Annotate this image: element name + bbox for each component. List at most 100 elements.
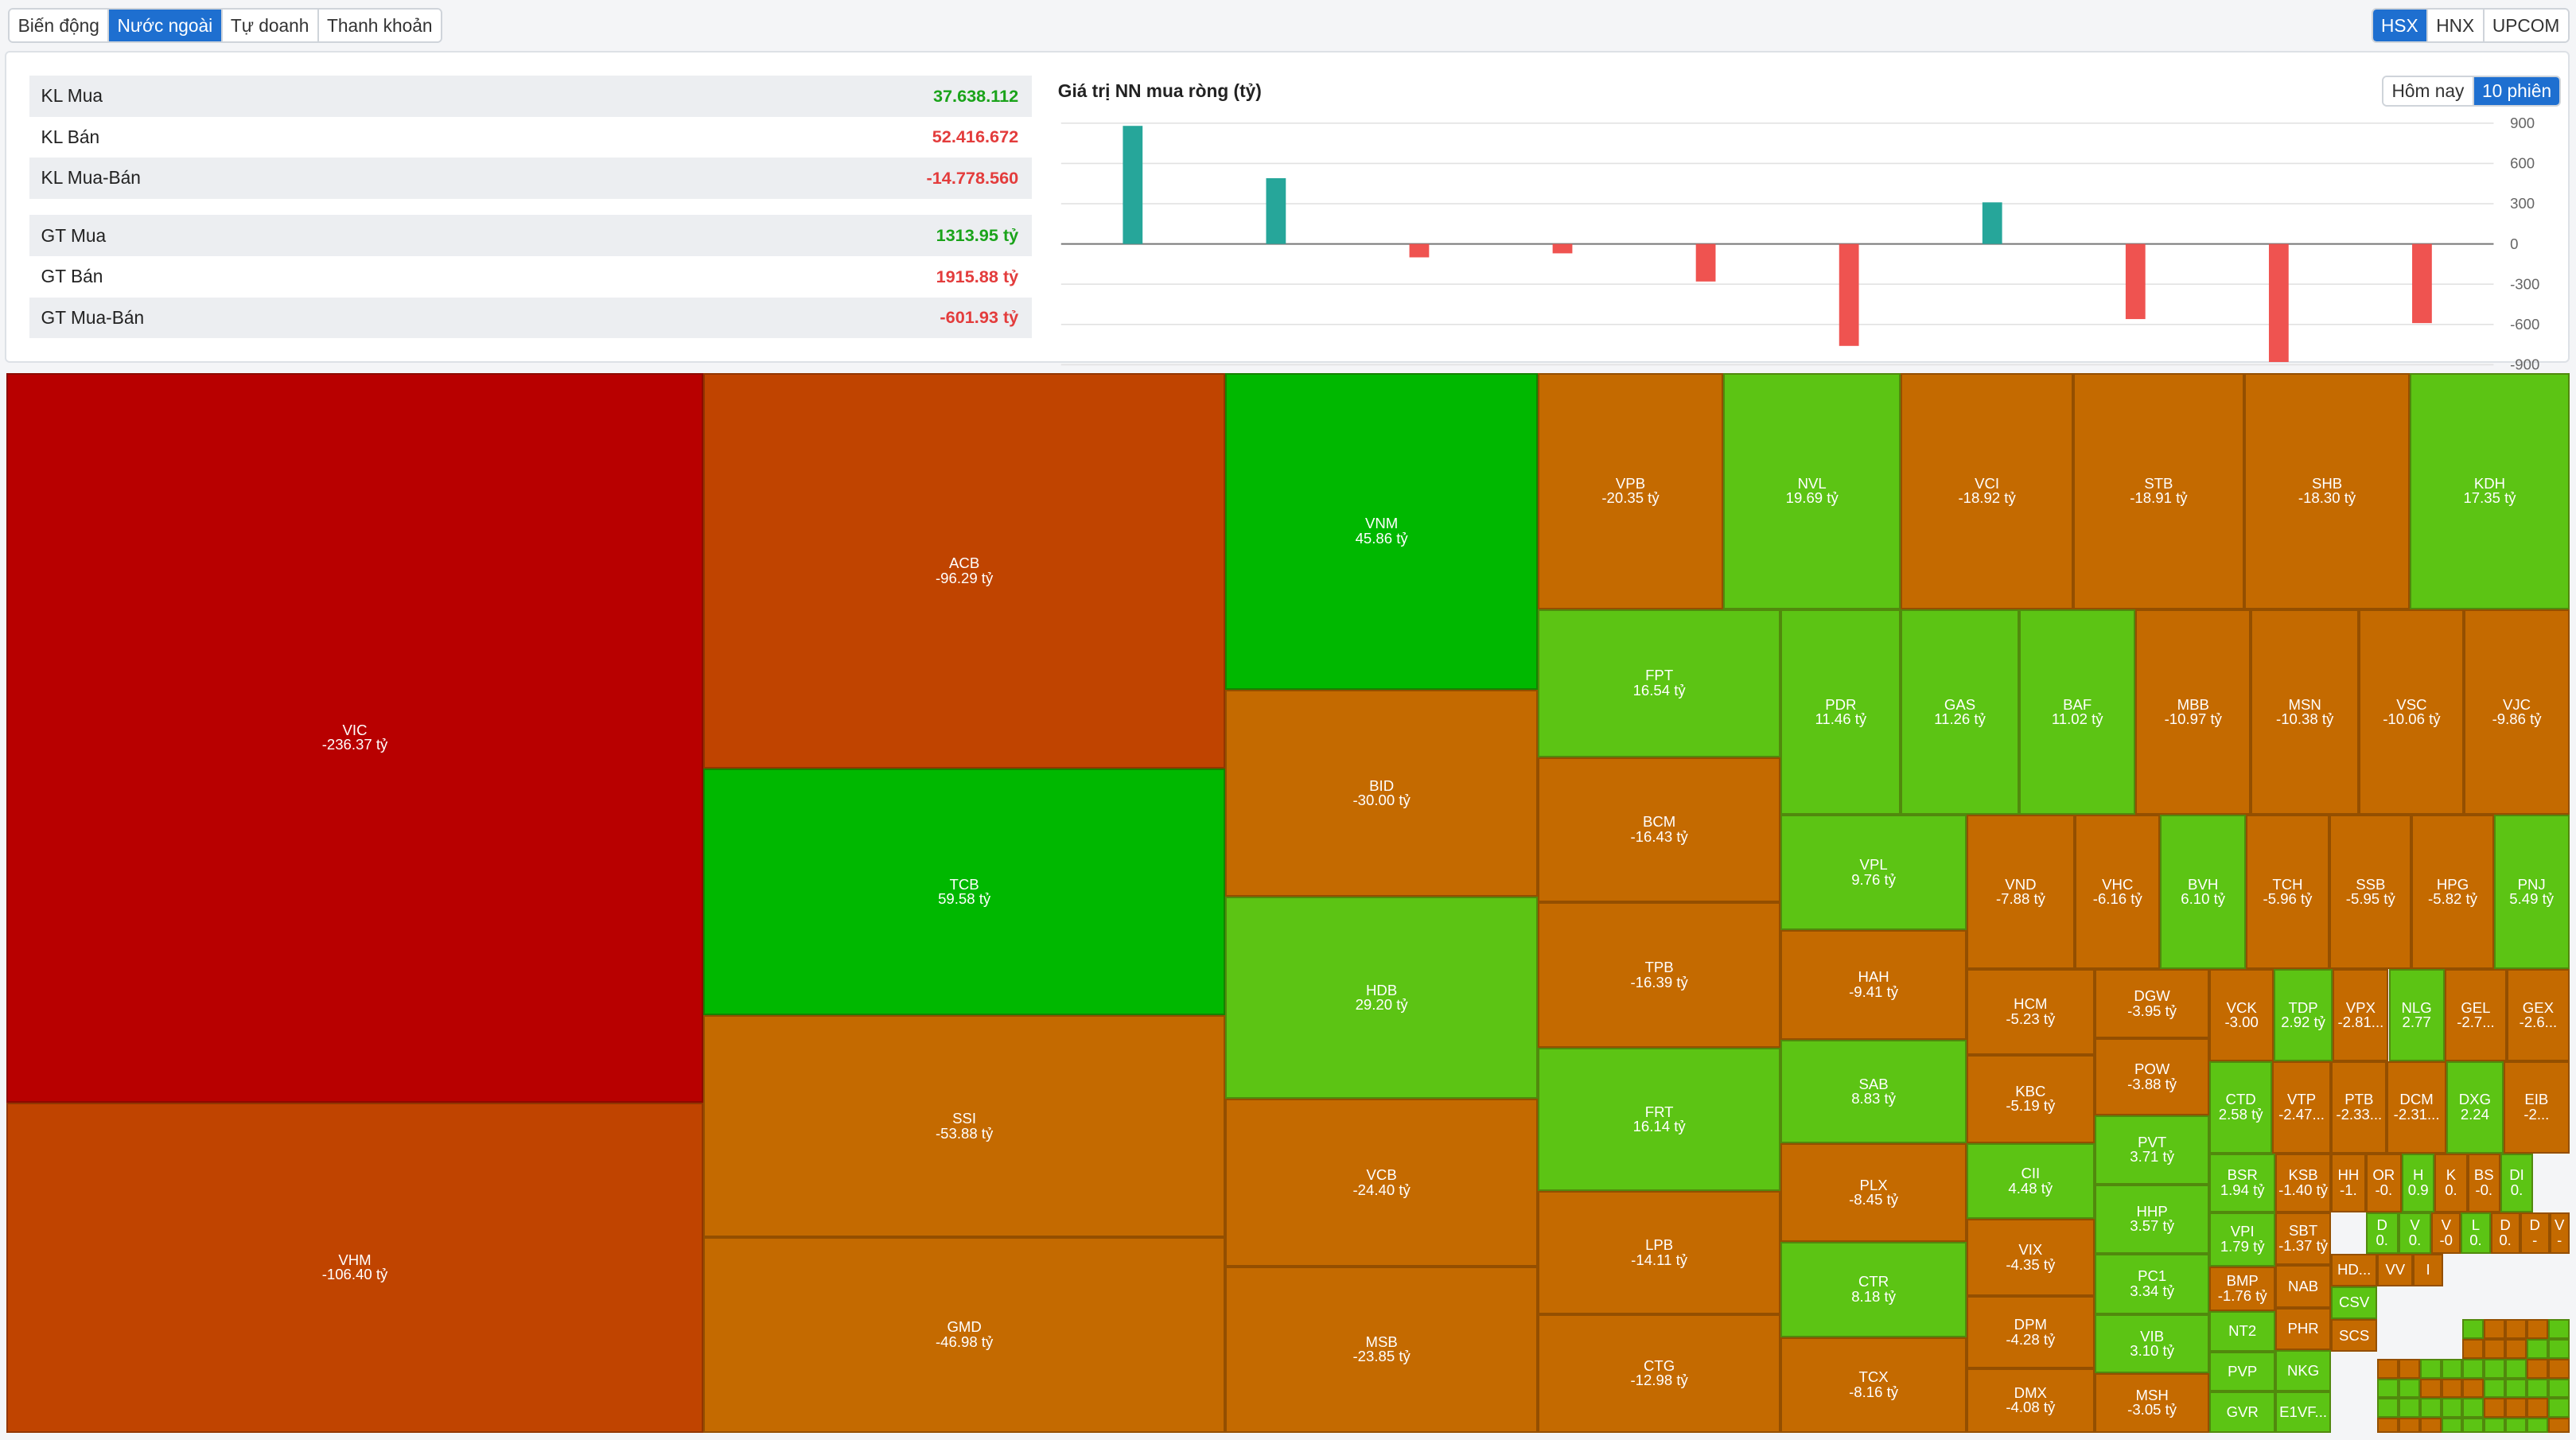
treemap-cell[interactable]: PC1 3.34 tỷ xyxy=(2094,1253,2210,1314)
treemap-cell[interactable]: SSB -5.95 tỷ xyxy=(2329,815,2412,970)
treemap-cell[interactable]: ACB -96.29 tỷ xyxy=(702,372,1226,769)
treemap-cell[interactable]: VPB -20.35 tỷ xyxy=(1537,372,1724,610)
treemap-cell[interactable]: VTP -2.47... xyxy=(2271,1061,2332,1154)
treemap-cell[interactable]: K 0. xyxy=(2434,1153,2468,1212)
treemap-cell[interactable]: VIX -4.35 tỷ xyxy=(1966,1219,2095,1297)
treemap-cell[interactable]: PVP xyxy=(2209,1352,2275,1392)
treemap-cell-small[interactable] xyxy=(2484,1398,2506,1419)
treemap-cell[interactable]: NAB xyxy=(2275,1265,2332,1308)
treemap-cell-small[interactable] xyxy=(2441,1398,2463,1419)
treemap-cell-small[interactable] xyxy=(2462,1319,2485,1339)
treemap-cell[interactable]: EIB -2... xyxy=(2504,1061,2570,1154)
treemap-cell[interactable]: KSB -1.40 tỷ xyxy=(2275,1153,2332,1212)
treemap-cell-small[interactable] xyxy=(2484,1358,2506,1379)
treemap-cell[interactable]: GEX -2.6... xyxy=(2507,969,2570,1061)
range-tab-hôm-nay[interactable]: Hôm nay xyxy=(2383,76,2474,105)
treemap-cell[interactable]: D 0. xyxy=(2490,1212,2520,1254)
treemap-cell[interactable]: SSI -53.88 tỷ xyxy=(702,1015,1226,1237)
treemap-cell-small[interactable] xyxy=(2505,1338,2527,1359)
tab-thanh-khoản[interactable]: Thanh khoản xyxy=(318,10,441,41)
treemap-cell[interactable]: FPT 16.54 tỷ xyxy=(1537,609,1781,757)
treemap-cell[interactable]: GVR xyxy=(2209,1391,2275,1433)
treemap-cell[interactable]: VJC -9.86 tỷ xyxy=(2464,609,2570,815)
treemap-cell-small[interactable] xyxy=(2526,1418,2548,1433)
treemap-cell-small[interactable] xyxy=(2526,1378,2548,1399)
treemap-cell[interactable]: MSH -3.05 tỷ xyxy=(2094,1373,2210,1433)
treemap-cell-small[interactable] xyxy=(2484,1338,2506,1359)
treemap-cell-small[interactable] xyxy=(2398,1398,2420,1419)
treemap-cell-small[interactable] xyxy=(2547,1398,2570,1419)
treemap-cell-small[interactable] xyxy=(2398,1378,2420,1399)
treemap-cell[interactable]: I xyxy=(2413,1253,2443,1286)
treemap-cell[interactable]: GMD -46.98 tỷ xyxy=(702,1236,1226,1433)
treemap-cell-small[interactable] xyxy=(2441,1418,2463,1433)
treemap-cell[interactable]: LPB -14.11 tỷ xyxy=(1537,1191,1781,1314)
treemap-cell-small[interactable] xyxy=(2441,1358,2463,1379)
treemap-cell[interactable]: VHM -106.40 tỷ xyxy=(6,1102,703,1433)
treemap-cell[interactable]: BAF 11.02 tỷ xyxy=(2018,609,2136,815)
treemap-cell[interactable]: HD... xyxy=(2331,1253,2378,1286)
treemap-cell[interactable]: BMP -1.76 tỷ xyxy=(2209,1267,2275,1311)
treemap-cell-small[interactable] xyxy=(2505,1398,2527,1419)
treemap-cell[interactable]: BID -30.00 tỷ xyxy=(1225,690,1538,897)
treemap-cell[interactable]: BS -0. xyxy=(2467,1153,2500,1212)
treemap-cell[interactable]: D 0. xyxy=(2365,1212,2399,1254)
treemap-cell-small[interactable] xyxy=(2377,1358,2399,1379)
treemap-cell[interactable]: VCK -3.00 xyxy=(2209,969,2274,1061)
treemap-cell[interactable]: HHP 3.57 tỷ xyxy=(2094,1184,2210,1254)
treemap-cell[interactable]: PDR 11.46 tỷ xyxy=(1780,609,1901,815)
treemap-cell[interactable]: CII 4.48 tỷ xyxy=(1966,1143,2095,1220)
treemap-cell[interactable]: D- xyxy=(2520,1212,2550,1254)
treemap-cell-small[interactable] xyxy=(2377,1378,2399,1399)
treemap-cell[interactable]: BVH 6.10 tỷ xyxy=(2160,815,2246,970)
treemap-cell[interactable]: CSV xyxy=(2331,1286,2378,1320)
treemap-cell[interactable]: VNM 45.86 tỷ xyxy=(1225,372,1538,691)
treemap-cell-small[interactable] xyxy=(2547,1338,2570,1359)
treemap-cell[interactable]: PNJ 5.49 tỷ xyxy=(2493,815,2570,970)
treemap-cell[interactable]: TCH -5.96 tỷ xyxy=(2245,815,2330,970)
treemap-cell[interactable]: VPI 1.79 tỷ xyxy=(2209,1212,2275,1267)
treemap-cell-small[interactable] xyxy=(2505,1378,2527,1399)
treemap-cell-small[interactable] xyxy=(2377,1418,2399,1433)
exchange-tab-upcom[interactable]: UPCOM xyxy=(2484,10,2568,41)
treemap-cell-small[interactable] xyxy=(2419,1378,2442,1399)
exchange-tab-hnx[interactable]: HNX xyxy=(2427,10,2485,41)
treemap-cell[interactable]: V- xyxy=(2549,1212,2570,1254)
treemap-cell-small[interactable] xyxy=(2547,1418,2570,1433)
treemap-cell-small[interactable] xyxy=(2526,1319,2548,1339)
treemap-cell[interactable]: CTG -12.98 tỷ xyxy=(1537,1314,1781,1433)
treemap-cell[interactable]: HDB 29.20 tỷ xyxy=(1225,897,1538,1099)
treemap-cell[interactable]: NVL 19.69 tỷ xyxy=(1723,372,1901,610)
treemap-cell[interactable]: E1VF... xyxy=(2275,1391,2332,1433)
treemap-cell-small[interactable] xyxy=(2526,1358,2548,1379)
tab-tự-doanh[interactable]: Tự doanh xyxy=(222,10,319,41)
treemap-cell[interactable]: KBC -5.19 tỷ xyxy=(1966,1054,2095,1144)
treemap-cell[interactable]: DCM -2.31... xyxy=(2387,1061,2446,1154)
treemap-cell-small[interactable] xyxy=(2526,1398,2548,1419)
treemap-cell-small[interactable] xyxy=(2377,1398,2399,1419)
treemap-cell[interactable]: PTB -2.33... xyxy=(2331,1061,2387,1154)
treemap-cell-small[interactable] xyxy=(2462,1378,2485,1399)
treemap-cell-small[interactable] xyxy=(2484,1319,2506,1339)
treemap-cell[interactable]: V -0 xyxy=(2431,1212,2461,1254)
treemap-cell[interactable]: NLG 2.77 xyxy=(2388,969,2445,1061)
treemap-cell[interactable]: VCI -18.92 tỷ xyxy=(1901,372,2073,610)
treemap-cell[interactable]: DXG 2.24 xyxy=(2446,1061,2504,1154)
treemap-cell-small[interactable] xyxy=(2419,1418,2442,1433)
treemap-cell-small[interactable] xyxy=(2398,1418,2420,1433)
treemap-cell[interactable]: STB -18.91 tỷ xyxy=(2073,372,2244,610)
treemap-cell-small[interactable] xyxy=(2526,1338,2548,1359)
treemap-cell[interactable]: MBB -10.97 tỷ xyxy=(2135,609,2251,815)
treemap-cell[interactable]: FRT 16.14 tỷ xyxy=(1537,1048,1781,1192)
treemap-cell[interactable]: POW -3.88 tỷ xyxy=(2094,1038,2210,1116)
treemap-cell[interactable]: PVT 3.71 tỷ xyxy=(2094,1115,2210,1185)
treemap-cell[interactable]: PLX -8.45 tỷ xyxy=(1780,1143,1967,1243)
treemap-cell-small[interactable] xyxy=(2547,1358,2570,1379)
treemap-cell[interactable]: NT2 xyxy=(2209,1310,2275,1352)
range-tab-10-phiên[interactable]: 10 phiên xyxy=(2473,76,2560,105)
treemap-cell[interactable]: TPB -16.39 tỷ xyxy=(1537,901,1781,1049)
treemap-cell[interactable]: SAB 8.83 tỷ xyxy=(1780,1040,1967,1144)
treemap-cell[interactable]: CTD 2.58 tỷ xyxy=(2209,1061,2272,1154)
treemap-cell[interactable]: HH -1. xyxy=(2331,1153,2366,1212)
treemap-cell-small[interactable] xyxy=(2462,1418,2485,1433)
